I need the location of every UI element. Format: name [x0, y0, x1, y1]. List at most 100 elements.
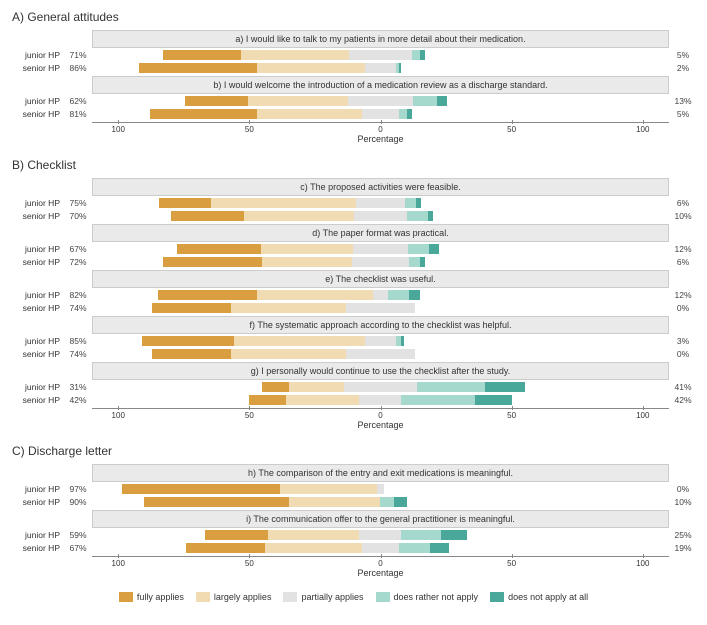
bar-segment [408, 244, 429, 254]
bar-segment [399, 63, 402, 73]
chart-row: senior HP81%5% [10, 107, 697, 120]
legend: fully applies largely applies partially ap… [10, 592, 697, 602]
bar-segment [356, 198, 406, 208]
bar-track [92, 257, 669, 267]
left-percent: 74% [64, 349, 92, 359]
bar-segment [409, 257, 419, 267]
right-percent: 19% [669, 543, 697, 553]
chart-row: junior HP75% 6% [10, 196, 697, 209]
left-percent: 62% [64, 96, 92, 106]
legend-item: partially applies [283, 592, 363, 602]
chart-row: junior HP97%0% [10, 482, 697, 495]
legend-label: does rather not apply [394, 592, 479, 602]
right-percent: 5% [669, 50, 697, 60]
right-percent: 10% [669, 497, 697, 507]
left-percent: 97% [64, 484, 92, 494]
bar-segment [388, 290, 409, 300]
tick-label: 50 [507, 125, 516, 134]
row-label: junior HP [10, 50, 64, 60]
panel-header: h) The comparison of the entry and exit … [92, 464, 669, 482]
bar-segment [373, 290, 389, 300]
row-label: senior HP [10, 109, 64, 119]
tick-label: 0 [378, 411, 382, 420]
legend-item: does rather not apply [376, 592, 479, 602]
bar-segment [365, 336, 396, 346]
bar-segment [152, 349, 231, 359]
bar-segment [231, 349, 346, 359]
bar-segment [150, 109, 258, 119]
panel: c) The proposed activities were feasible… [10, 178, 697, 222]
bar-track [92, 349, 669, 359]
bar-segment [399, 543, 430, 553]
legend-swatch [490, 592, 504, 602]
panel: b) I would welcome the introduction of a… [10, 76, 697, 120]
right-percent: 25% [669, 530, 697, 540]
chart-row: junior HP67%12% [10, 242, 697, 255]
panel-header: c) The proposed activities were feasible… [92, 178, 669, 196]
bar-segment [475, 395, 512, 405]
bar-segment [353, 244, 408, 254]
left-percent: 86% [64, 63, 92, 73]
row-label: senior HP [10, 211, 64, 221]
bar-segment [412, 50, 420, 60]
bar-segment [122, 484, 279, 494]
figure-root: A) General attitudesa) I would like to t… [10, 10, 697, 602]
bar-segment [405, 198, 415, 208]
right-percent: 6% [669, 198, 697, 208]
bar-segment [407, 211, 428, 221]
section: B) Checklist c) The proposed activities w… [10, 158, 697, 430]
section-title: C) Discharge letter [12, 444, 697, 458]
bar-track [92, 198, 669, 208]
bar-segment [349, 50, 412, 60]
legend-label: partially applies [301, 592, 363, 602]
bar-track [92, 96, 669, 106]
tick-label: 0 [378, 125, 382, 134]
x-axis: 10050050100 [10, 556, 697, 568]
legend-label: fully applies [137, 592, 184, 602]
bar-segment [441, 530, 467, 540]
bar-segment [244, 211, 354, 221]
right-percent: 12% [669, 244, 697, 254]
bar-segment [268, 530, 360, 540]
section-title: B) Checklist [12, 158, 697, 172]
bar-track [92, 290, 669, 300]
bar-segment [159, 198, 211, 208]
bar-segment [262, 382, 288, 392]
right-percent: 0% [669, 303, 697, 313]
panel-header: b) I would welcome the introduction of a… [92, 76, 669, 94]
chart-row: junior HP62%13% [10, 94, 697, 107]
bar-segment [429, 244, 439, 254]
bar-segment [289, 497, 381, 507]
left-percent: 72% [64, 257, 92, 267]
chart-row: junior HP71% 5% [10, 48, 697, 61]
bar-segment [413, 96, 437, 106]
left-percent: 71% [64, 50, 92, 60]
bar-track [92, 244, 669, 254]
left-percent: 75% [64, 198, 92, 208]
row-label: junior HP [10, 198, 64, 208]
panel-header: e) The checklist was useful. [92, 270, 669, 288]
chart-row: senior HP74%0% [10, 347, 697, 360]
bar-segment [348, 96, 414, 106]
tick-label: 100 [112, 559, 125, 568]
bar-segment [261, 244, 353, 254]
bar-segment [344, 382, 417, 392]
row-label: junior HP [10, 244, 64, 254]
left-percent: 74% [64, 303, 92, 313]
panel: g) I personally would continue to use th… [10, 362, 697, 406]
panel: d) The paper format was practical.junior… [10, 224, 697, 268]
bar-segment [163, 257, 263, 267]
right-percent: 0% [669, 349, 697, 359]
bar-segment [152, 303, 231, 313]
tick-label: 50 [245, 411, 254, 420]
panel: a) I would like to talk to my patients i… [10, 30, 697, 74]
legend-label: largely applies [214, 592, 272, 602]
right-percent: 13% [669, 96, 697, 106]
bar-segment [144, 497, 288, 507]
tick-label: 100 [112, 125, 125, 134]
axis-title: Percentage [92, 134, 669, 144]
bar-track [92, 543, 669, 553]
panel: e) The checklist was useful.junior HP82%… [10, 270, 697, 314]
bar-segment [231, 303, 346, 313]
bar-segment [177, 244, 261, 254]
